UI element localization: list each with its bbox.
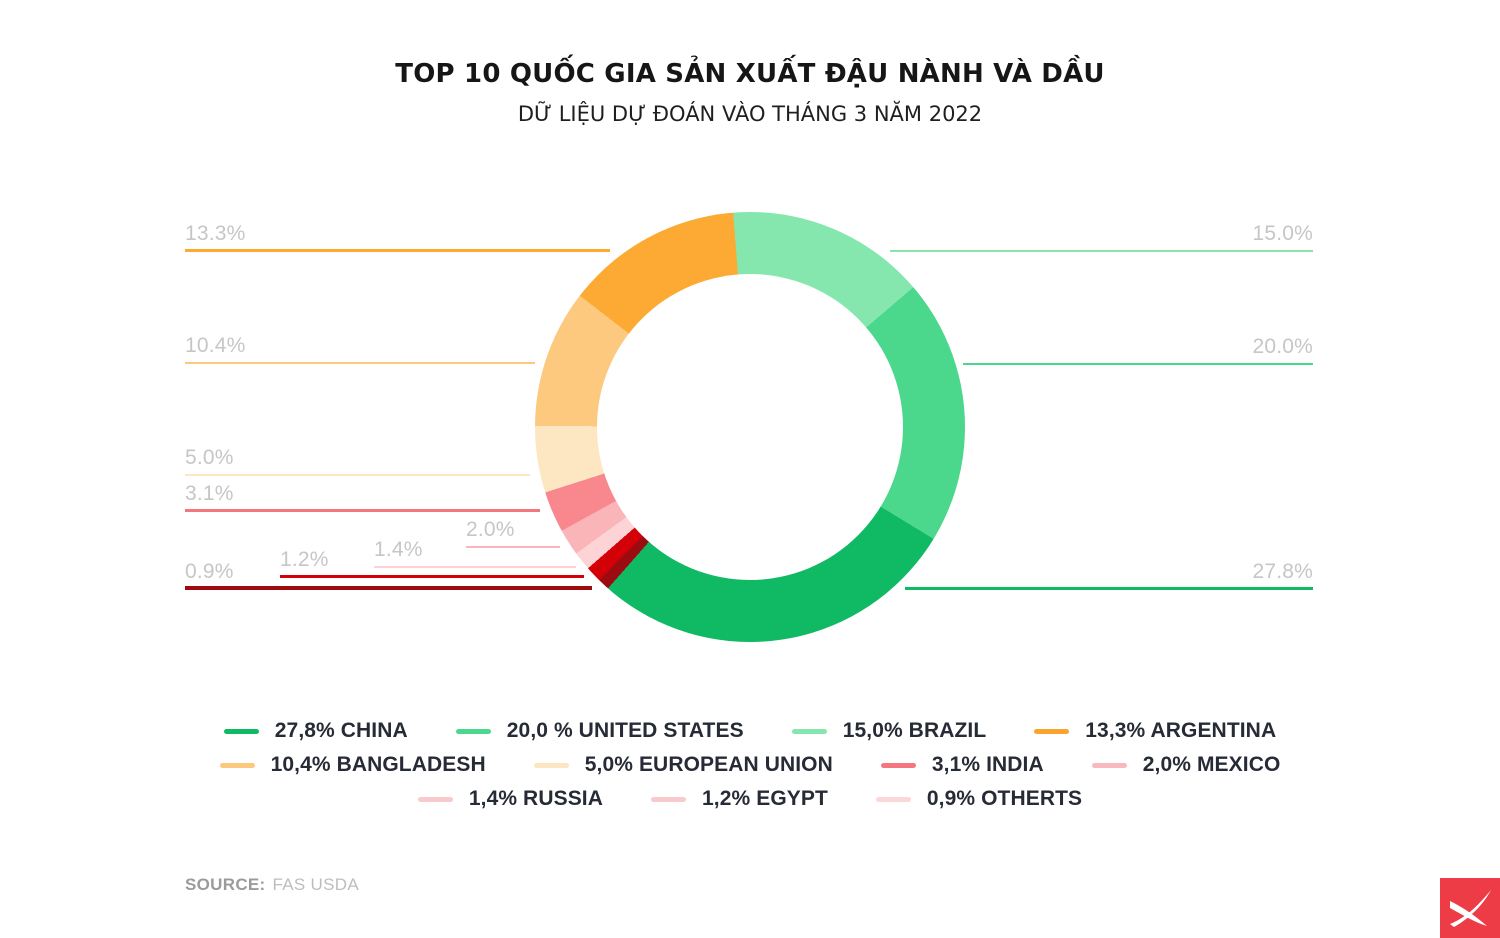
legend-item-mexico: 2,0% MEXICO [1091, 753, 1281, 777]
callout-value: 15.0% [1252, 222, 1313, 245]
xm-logo-icon [1440, 878, 1500, 938]
source-value: FAS USDA [272, 875, 359, 894]
legend-swatch-icon [1034, 728, 1070, 734]
legend-item-united-states: 20,0 % UNITED STATES [455, 719, 744, 743]
legend-swatch-icon [1091, 762, 1127, 768]
callout-brazil: 15.0% [890, 222, 1313, 252]
legend-row: 1,4% RUSSIA 1,2% EGYPT 0,9% OTHERTS [417, 787, 1083, 811]
legend-swatch-icon [651, 796, 687, 802]
legend-swatch-icon [880, 762, 916, 768]
callout-value: 10.4% [185, 334, 246, 357]
legend-label: 10,4% BANGLADESH [270, 753, 486, 776]
legend-item-bangladesh: 10,4% BANGLADESH [219, 753, 486, 777]
callout-value: 5.0% [185, 446, 234, 469]
legend-swatch-icon [219, 762, 255, 768]
source-label: SOURCE: [185, 875, 266, 894]
page-subtitle: DỮ LIỆU DỰ ĐOÁN VÀO THÁNG 3 NĂM 2022 [517, 102, 983, 126]
legend-item-china: 27,8% CHINA [223, 719, 408, 743]
callout-china: 27.8% [905, 560, 1313, 590]
callout-otherts: 0.9% [185, 560, 592, 590]
legend-row: 10,4% BANGLADESH 5,0% EUROPEAN UNION 3,1% … [219, 753, 1281, 777]
callout-value: 3.1% [185, 482, 234, 505]
callout-value: 1.2% [280, 548, 329, 571]
legend-label: 15,0% BRAZIL [842, 719, 987, 742]
legend-swatch-icon [417, 796, 453, 802]
callout-mexico: 2.0% [466, 518, 560, 548]
legend-swatch-icon [455, 728, 491, 734]
callout-value: 13.3% [185, 222, 246, 245]
legend-item-argentina: 13,3% ARGENTINA [1034, 719, 1276, 743]
callout-value: 1.4% [374, 538, 423, 561]
page-title: TOP 10 QUỐC GIA SẢN XUẤT ĐẬU NÀNH VÀ DẦU [395, 59, 1105, 89]
legend-swatch-icon [223, 728, 259, 734]
callout-egypt: 1.2% [280, 548, 584, 578]
legend-label: 0,9% OTHERTS [926, 787, 1083, 810]
callout-european-union: 5.0% [185, 446, 530, 476]
legend-label: 20,0 % UNITED STATES [506, 719, 744, 742]
legend-row: 27,8% CHINA 20,0 % UNITED STATES 15,0% BRA… [223, 719, 1276, 743]
xm-logo [1440, 878, 1500, 938]
legend-label: 2,0% MEXICO [1142, 753, 1281, 776]
legend-swatch-icon [791, 728, 827, 734]
legend-label: 3,1% INDIA [931, 753, 1044, 776]
legend-label: 13,3% ARGENTINA [1085, 719, 1277, 742]
source-note: SOURCE: FAS USDA [185, 875, 359, 895]
callout-value: 27.8% [1252, 560, 1313, 583]
legend-swatch-icon [533, 762, 569, 768]
chart-legend: 27,8% CHINA 20,0 % UNITED STATES 15,0% BRA… [0, 719, 1500, 811]
callout-value: 0.9% [185, 560, 234, 583]
legend-item-india: 3,1% INDIA [880, 753, 1044, 777]
callout-russia: 1.4% [374, 538, 576, 568]
callout-value: 2.0% [466, 518, 515, 541]
legend-label: 1,2% EGYPT [702, 787, 828, 810]
legend-item-otherts: 0,9% OTHERTS [875, 787, 1083, 811]
legend-item-brazil: 15,0% BRAZIL [791, 719, 987, 743]
legend-item-russia: 1,4% RUSSIA [417, 787, 604, 811]
legend-label: 5,0% EUROPEAN UNION [584, 753, 833, 776]
legend-item-egypt: 1,2% EGYPT [651, 787, 828, 811]
callout-india: 3.1% [185, 482, 540, 512]
legend-label: 27,8% CHINA [274, 719, 408, 742]
legend-swatch-icon [875, 796, 911, 802]
legend-label: 1,4% RUSSIA [468, 787, 604, 810]
callout-united-states: 20.0% [963, 335, 1313, 365]
donut-hole [597, 274, 903, 580]
callout-bangladesh: 10.4% [185, 334, 535, 364]
callout-value: 20.0% [1252, 335, 1313, 358]
legend-item-european-union: 5,0% EUROPEAN UNION [533, 753, 833, 777]
donut-chart [535, 212, 965, 642]
callout-argentina: 13.3% [185, 222, 610, 252]
